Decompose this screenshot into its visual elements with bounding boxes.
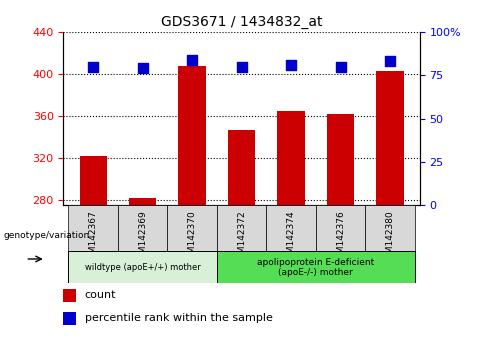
Point [238, 64, 245, 69]
Text: percentile rank within the sample: percentile rank within the sample [85, 313, 273, 323]
Bar [129, 198, 156, 205]
Bar [217, 251, 415, 283]
Point [337, 64, 345, 69]
Point [188, 57, 196, 62]
Point [139, 65, 146, 71]
Bar [278, 111, 305, 205]
Bar [68, 251, 217, 283]
Text: GSM142367: GSM142367 [89, 210, 98, 265]
Bar [228, 130, 255, 205]
Text: GSM142376: GSM142376 [336, 210, 345, 265]
Bar [365, 205, 415, 251]
Text: GSM142369: GSM142369 [138, 210, 147, 265]
Bar [179, 65, 205, 205]
Text: wildtype (apoE+/+) mother: wildtype (apoE+/+) mother [85, 263, 201, 272]
Bar [68, 205, 118, 251]
Text: apolipoprotein E-deficient
(apoE-/-) mother: apolipoprotein E-deficient (apoE-/-) mot… [257, 258, 374, 277]
Bar [63, 312, 76, 325]
Bar [327, 114, 354, 205]
Bar [217, 205, 266, 251]
Title: GDS3671 / 1434832_at: GDS3671 / 1434832_at [161, 16, 322, 29]
Point [386, 58, 394, 64]
Text: genotype/variation: genotype/variation [3, 231, 89, 240]
Bar [316, 205, 365, 251]
Bar [80, 156, 107, 205]
Bar [167, 205, 217, 251]
Text: GSM142370: GSM142370 [187, 210, 197, 265]
Point [287, 62, 295, 68]
Text: GSM142372: GSM142372 [237, 210, 246, 264]
Bar [118, 205, 167, 251]
Text: GSM142374: GSM142374 [286, 210, 296, 264]
Text: count: count [85, 290, 116, 300]
Text: GSM142380: GSM142380 [386, 210, 394, 265]
Bar [376, 71, 404, 205]
Bar [63, 289, 76, 302]
Point [89, 64, 97, 69]
Bar [266, 205, 316, 251]
